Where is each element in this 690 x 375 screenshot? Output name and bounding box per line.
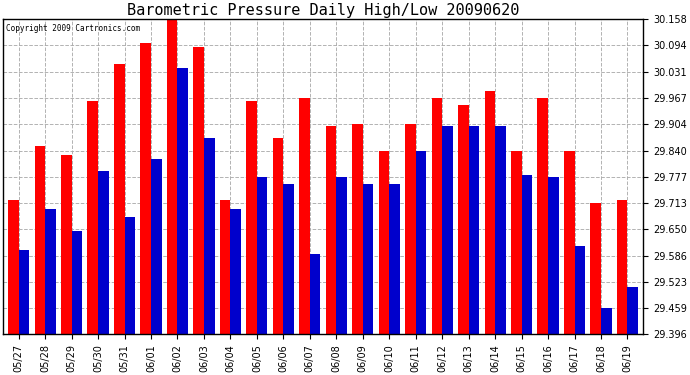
Bar [405, 124, 415, 334]
Bar [627, 287, 638, 334]
Bar [151, 159, 161, 334]
Bar [538, 98, 548, 334]
Bar [114, 64, 124, 334]
Bar [575, 246, 585, 334]
Bar [230, 209, 241, 334]
Bar [617, 200, 627, 334]
Bar [72, 231, 82, 334]
Text: Copyright 2009 Cartronics.com: Copyright 2009 Cartronics.com [6, 24, 140, 33]
Bar [141, 43, 151, 334]
Bar [246, 101, 257, 334]
Bar [469, 126, 480, 334]
Bar [273, 138, 284, 334]
Bar [379, 151, 389, 334]
Bar [495, 126, 506, 334]
Bar [363, 184, 373, 334]
Title: Barometric Pressure Daily High/Low 20090620: Barometric Pressure Daily High/Low 20090… [127, 3, 520, 18]
Bar [458, 105, 469, 334]
Bar [124, 217, 135, 334]
Bar [352, 124, 363, 334]
Bar [284, 184, 294, 334]
Bar [45, 209, 56, 334]
Bar [442, 126, 453, 334]
Bar [34, 147, 45, 334]
Bar [415, 151, 426, 334]
Bar [19, 250, 29, 334]
Bar [204, 138, 215, 334]
Bar [484, 90, 495, 334]
Bar [511, 151, 522, 334]
Bar [98, 171, 108, 334]
Bar [522, 176, 532, 334]
Bar [193, 47, 204, 334]
Bar [299, 98, 310, 334]
Bar [257, 177, 268, 334]
Bar [601, 308, 611, 334]
Bar [389, 184, 400, 334]
Bar [336, 177, 347, 334]
Bar [220, 200, 230, 334]
Bar [88, 101, 98, 334]
Bar [177, 68, 188, 335]
Bar [591, 203, 601, 334]
Bar [548, 177, 559, 334]
Bar [432, 98, 442, 334]
Bar [8, 200, 19, 334]
Bar [61, 155, 72, 334]
Bar [326, 126, 336, 334]
Bar [564, 151, 575, 334]
Bar [167, 19, 177, 334]
Bar [310, 254, 320, 334]
